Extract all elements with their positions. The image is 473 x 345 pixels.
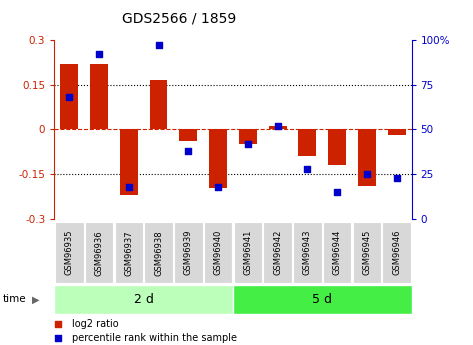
Text: GSM96943: GSM96943	[303, 230, 312, 275]
Bar	[120, 129, 138, 195]
Text: GSM96940: GSM96940	[214, 230, 223, 275]
Bar	[233, 285, 412, 314]
Bar	[328, 129, 346, 165]
Bar	[269, 126, 287, 129]
Bar	[61, 63, 78, 129]
Bar	[358, 129, 376, 186]
Text: GSM96941: GSM96941	[243, 230, 252, 275]
Text: GSM96936: GSM96936	[95, 230, 104, 276]
Text: GSM96937: GSM96937	[124, 230, 133, 276]
Text: GSM96945: GSM96945	[362, 230, 371, 275]
Bar	[323, 222, 351, 283]
Bar	[174, 222, 202, 283]
Text: percentile rank within the sample: percentile rank within the sample	[72, 333, 237, 343]
Bar	[382, 222, 411, 283]
Text: ▶: ▶	[32, 294, 40, 304]
Point	[155, 42, 162, 48]
Text: 2 d: 2 d	[134, 293, 154, 306]
Bar	[54, 285, 233, 314]
Text: GSM96935: GSM96935	[65, 230, 74, 275]
Bar	[144, 222, 173, 283]
Bar	[352, 222, 381, 283]
Text: GSM96944: GSM96944	[333, 230, 342, 275]
Bar	[239, 129, 257, 144]
Bar	[234, 222, 262, 283]
Bar	[55, 222, 84, 283]
Point	[363, 171, 371, 177]
Bar	[114, 222, 143, 283]
Text: log2 ratio: log2 ratio	[72, 319, 119, 329]
Bar	[298, 129, 316, 156]
Point	[333, 189, 341, 195]
Bar	[90, 63, 108, 129]
Point	[184, 148, 192, 154]
Text: GSM96938: GSM96938	[154, 230, 163, 276]
Point	[244, 141, 252, 147]
Bar	[209, 129, 227, 188]
Point	[393, 175, 401, 180]
Point	[304, 166, 311, 171]
Bar	[388, 129, 405, 135]
Bar	[149, 80, 167, 129]
Point	[262, 151, 269, 157]
Text: time: time	[2, 294, 26, 304]
Text: 5 d: 5 d	[312, 293, 332, 306]
Text: GSM96939: GSM96939	[184, 230, 193, 275]
Text: GDS2566 / 1859: GDS2566 / 1859	[122, 12, 236, 26]
Text: GSM96942: GSM96942	[273, 230, 282, 275]
Point	[125, 184, 132, 189]
Bar	[179, 129, 197, 141]
Bar	[293, 222, 322, 283]
Point	[95, 51, 103, 57]
Point	[262, 280, 269, 286]
Point	[274, 123, 281, 129]
Point	[214, 184, 222, 189]
Bar	[263, 222, 292, 283]
Bar	[204, 222, 232, 283]
Bar	[85, 222, 114, 283]
Point	[65, 94, 73, 100]
Text: GSM96946: GSM96946	[392, 230, 401, 275]
